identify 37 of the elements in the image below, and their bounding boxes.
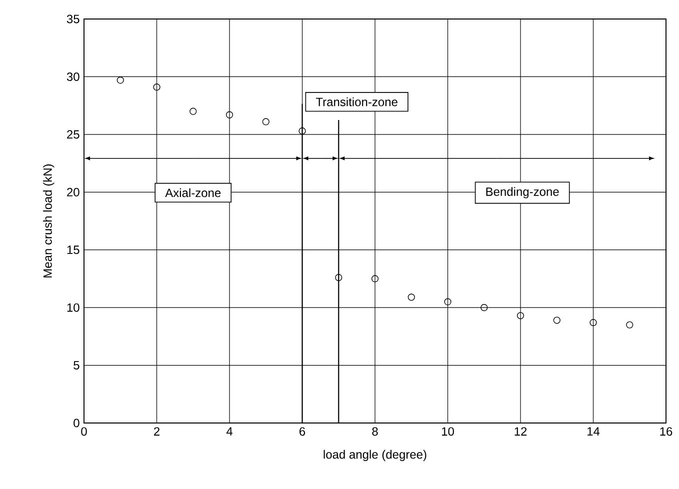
x-tick-label: 8 (372, 427, 378, 436)
y-tick-label: 35 (66, 14, 80, 24)
x-tick-label: 16 (660, 427, 672, 436)
y-tick-label: 5 (74, 361, 80, 370)
point (408, 294, 415, 301)
point (335, 274, 342, 282)
point (190, 108, 197, 115)
x-tick-label: 2 (154, 427, 160, 436)
point (116, 76, 124, 84)
y-tick-label: 15 (67, 246, 80, 254)
y-tick-label: 30 (66, 72, 80, 81)
point (480, 304, 488, 312)
point (516, 312, 524, 320)
point (153, 84, 160, 91)
y-tick-label: 0 (74, 418, 80, 428)
x-tick-label: 12 (514, 427, 527, 436)
x-tick-label: 10 (442, 427, 454, 436)
point (262, 118, 270, 126)
point (626, 321, 634, 328)
x-axis-title: load angle (degree) (324, 450, 426, 462)
point (298, 127, 306, 135)
y-tick-label: 20 (67, 188, 80, 196)
y-tick-label: 25 (67, 130, 80, 139)
x-tick-label: 0 (81, 427, 87, 436)
annotation: Bending-zone (486, 187, 559, 198)
point (553, 316, 560, 324)
y-axis-title: Mean crush load (kN) (43, 164, 54, 278)
point (371, 275, 379, 282)
point (444, 298, 452, 306)
point (226, 111, 234, 118)
y-tick-label: 10 (67, 303, 80, 312)
point (590, 319, 597, 326)
annotation: Transition-zone (316, 97, 398, 106)
x-tick-label: 4 (226, 427, 232, 436)
annotation: Axial-zone (165, 188, 221, 198)
x-tick-label: 14 (588, 427, 600, 436)
x-tick-label: 6 (300, 427, 306, 436)
